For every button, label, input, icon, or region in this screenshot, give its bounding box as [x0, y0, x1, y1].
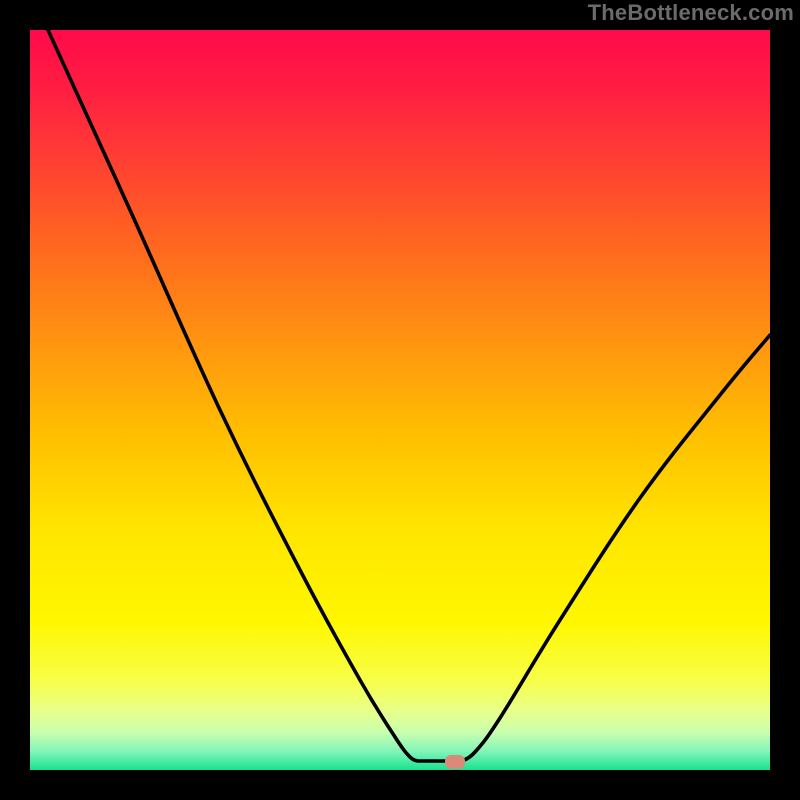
watermark-text: TheBottleneck.com [588, 0, 794, 26]
plot-background-gradient [30, 30, 770, 770]
bottleneck-chart [0, 0, 800, 800]
chart-container: TheBottleneck.com [0, 0, 800, 800]
optimum-marker [445, 755, 465, 769]
